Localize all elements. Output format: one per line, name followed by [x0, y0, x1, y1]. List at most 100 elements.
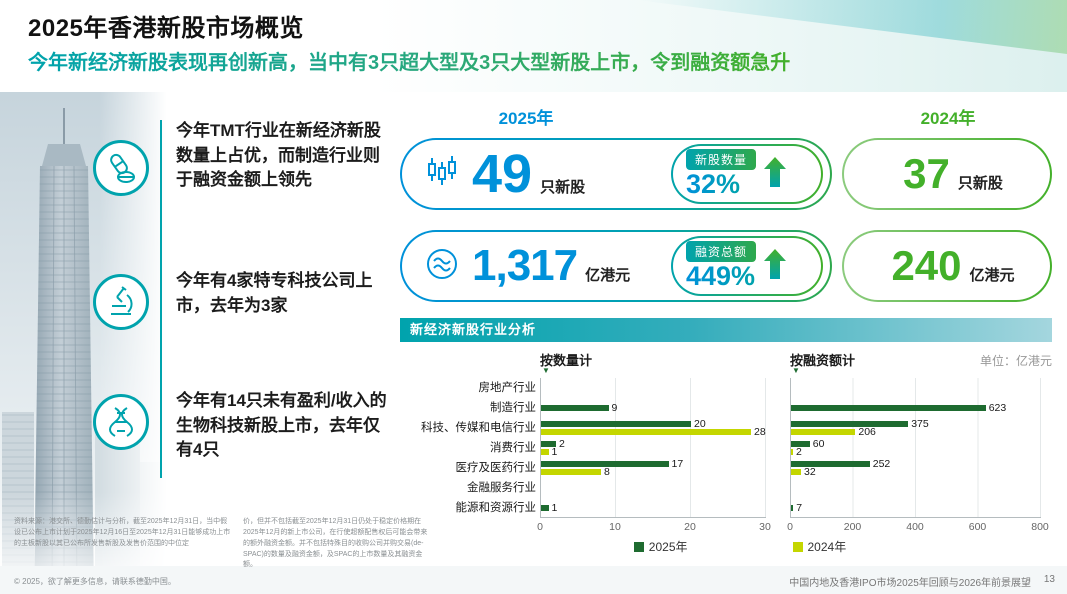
section-header: 新经济新股行业分析: [400, 318, 1052, 342]
axis-tick-label: 10: [609, 521, 621, 533]
legend-swatch: [633, 541, 644, 552]
bar-2024年: [791, 429, 856, 435]
category-label: 能源和资源行业: [455, 502, 537, 514]
currency-circle-icon: [424, 246, 460, 287]
down-triangle-icon: ▼: [792, 366, 800, 375]
page-title: 2025年香港新股市场概览: [28, 15, 304, 42]
legend-item: 2025年: [633, 538, 688, 555]
bar-value-label: 8: [604, 465, 610, 478]
footer-band: [0, 566, 1067, 594]
stat-unit: 亿港元: [585, 267, 631, 284]
stat-capsule-2024-count: 37 只新股: [842, 138, 1052, 210]
legend-label: 2024年: [807, 540, 847, 554]
bar-2025年: [541, 405, 609, 411]
bar-value-label: 17: [671, 457, 684, 470]
axis-tick-label: 0: [787, 521, 793, 533]
stat-value-2025-funds: 1,317: [472, 241, 578, 290]
bar-row: 17 8: [541, 458, 766, 478]
bar-2025年: [791, 421, 909, 427]
highlight-text-tmt: 今年TMT行业在新经济新股数量上占优，而制造行业则于融资金额上领先: [176, 121, 381, 190]
axis-tick-label: 0: [537, 521, 543, 533]
building-photo: [0, 92, 172, 594]
bar-row: 1: [541, 498, 766, 518]
bar-row: 252 32: [791, 458, 1041, 478]
page-subtitle: 今年新经济新股表现再创新高，当中有3只超大型及3只大型新股上市，令到融资额急升: [28, 46, 790, 75]
stat-capsule-2025-count: 49 只新股 新股数量 32%: [400, 138, 832, 210]
chart-title-by-amount: 按融资额计: [790, 353, 856, 368]
change-pill-funds: 融资总额 449%: [671, 236, 823, 296]
stat-value-2025-count: 49: [472, 144, 533, 204]
unit-note: 单位：亿港元: [979, 354, 1052, 368]
category-label: 金融服务行业: [467, 482, 536, 494]
bar-2024年: [541, 429, 751, 435]
bar-value-label: 2: [559, 437, 565, 450]
x-axis-ticks: 0 200 400 600 800: [787, 521, 1049, 535]
category-label-column: 房地产行业 制造行业 科技、传媒和电信行业 消费行业 医疗及医药行业 金融服务行业 能源和资…: [400, 378, 536, 518]
header-background: [0, 0, 1067, 92]
bar-row: 9: [541, 398, 766, 418]
footnote: 价，但并不包括截至2025年12月31日仍处于稳定价格期在2025年12月的新上…: [243, 518, 428, 569]
report-title: 中国内地及香港IPO市场2025年回顾与2026年前景展望: [789, 578, 1031, 589]
industry-charts: 按数量计 ▼ 按融资额计 ▼ 单位：亿港元 房地产行业 制造行业 科技、传媒和电信行…: [400, 346, 1060, 562]
bar-value-label: 20: [694, 417, 706, 430]
bar-value-label: 623: [988, 401, 1007, 414]
source-note: 资料来源：港交所、德勤估计与分析，截至2025年12月31日，当中假设已公布上市…: [14, 518, 231, 547]
bar-row: 623: [791, 398, 1041, 418]
change-pill-count: 新股数量 32%: [671, 144, 823, 204]
bar-2024年: [791, 469, 801, 475]
axis-tick-label: 800: [1031, 521, 1049, 533]
bar-row: [541, 478, 766, 498]
stat-value-2024-count: 37: [903, 150, 950, 197]
bar-value-label: 206: [858, 425, 876, 438]
bar-value-label: 252: [872, 457, 891, 470]
candlestick-chart-icon: [424, 154, 460, 195]
microscope-icon: [93, 274, 149, 330]
legend-item: 2024年: [792, 538, 847, 555]
bar-row: 60 2: [791, 438, 1041, 458]
stat-unit: 只新股: [540, 179, 586, 196]
bar-value-label: 7: [796, 501, 803, 514]
bar-value-label: 2: [796, 445, 802, 458]
category-label: 房地产行业: [478, 382, 537, 394]
bar-2024年: [541, 449, 549, 455]
chart-by-amount: 623 375 206 60 2 252 32 7 0 200 400 600 800: [787, 378, 1049, 535]
bar-2025年: [541, 505, 549, 511]
category-label: 消费行业: [490, 442, 536, 454]
down-triangle-icon: ▼: [542, 366, 550, 375]
bar-row: [541, 378, 766, 398]
category-label: 医疗及医药行业: [455, 462, 537, 474]
bar-value-label: 60: [812, 437, 825, 450]
change-label-chip: 融资总额: [686, 241, 757, 263]
bar-row: 7: [791, 498, 1041, 518]
stat-capsule-2025-funds: 1,317 亿港元 融资总额 449%: [400, 230, 832, 302]
stat-unit: 只新股: [957, 175, 1003, 192]
column-header-2025: 2025年: [498, 109, 554, 128]
bar-row: 20 28: [541, 418, 766, 438]
chart-title-by-number: 按数量计: [540, 353, 593, 368]
chart-plot-area: 623 375 206 60 2 252 32 7: [790, 378, 1041, 518]
stat-unit: 亿港元: [969, 267, 1015, 284]
category-label: 制造行业: [490, 402, 536, 414]
accent-vertical-line: [160, 120, 162, 478]
pills-icon: [93, 140, 149, 196]
bar-2025年: [541, 441, 556, 447]
bar-2024年: [541, 469, 601, 475]
change-value: 449%: [686, 261, 756, 292]
bar-row: 375 206: [791, 418, 1041, 438]
axis-tick-label: 200: [843, 521, 862, 533]
copyright-note: © 2025，欲了解更多信息，请联系德勤中国。: [14, 577, 176, 586]
bar-2024年: [791, 449, 793, 455]
highlight-text-specialist-tech: 今年有4家特专科技公司上市，去年为3家: [176, 271, 373, 315]
axis-tick-label: 400: [906, 521, 924, 533]
x-axis-ticks: 0 10 20 30: [537, 521, 771, 535]
page-number: 13: [1043, 574, 1055, 585]
bar-2025年: [541, 461, 669, 467]
bar-2025年: [791, 441, 810, 447]
bar-2025年: [791, 461, 870, 467]
highlight-text-biotech: 今年有14只未有盈利/收入的生物科技新股上市，去年仅有4只: [176, 391, 387, 460]
bar-value-label: 28: [754, 425, 766, 438]
bar-value-label: 1: [551, 445, 558, 458]
axis-tick-label: 600: [968, 521, 987, 533]
bar-value-label: 9: [611, 401, 618, 414]
